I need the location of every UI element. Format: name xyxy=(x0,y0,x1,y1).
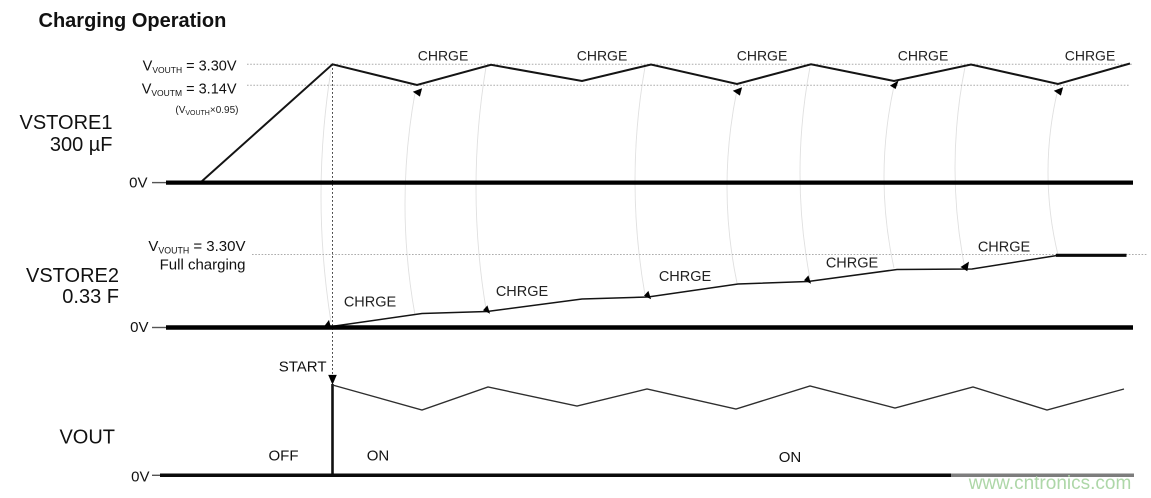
svg-text:CHRGE: CHRGE xyxy=(978,240,1031,256)
svg-text:VSTORE2: VSTORE2 xyxy=(26,265,119,287)
svg-text:0V: 0V xyxy=(129,175,147,192)
svg-text:VSTORE1: VSTORE1 xyxy=(20,112,113,134)
svg-text:CHRGE: CHRGE xyxy=(898,48,949,64)
svg-text:CHRGE: CHRGE xyxy=(577,48,628,64)
svg-text:ON: ON xyxy=(779,449,802,466)
svg-text:0V: 0V xyxy=(130,319,148,336)
svg-text:(VVOUTH×0.95): (VVOUTH×0.95) xyxy=(175,105,238,117)
svg-text:CHRGE: CHRGE xyxy=(826,256,879,272)
svg-text:CHRGE: CHRGE xyxy=(418,48,469,64)
svg-text:CHRGE: CHRGE xyxy=(344,295,397,311)
svg-text:CHRGE: CHRGE xyxy=(659,269,712,285)
svg-text:Full charging: Full charging xyxy=(160,257,246,274)
svg-text:ON: ON xyxy=(367,448,390,465)
svg-text:CHRGE: CHRGE xyxy=(496,284,549,300)
svg-text:START: START xyxy=(279,359,327,376)
svg-text:VVOUTM = 3.14V: VVOUTM = 3.14V xyxy=(142,82,237,99)
svg-text:0V: 0V xyxy=(131,469,149,486)
svg-text:0.33 F: 0.33 F xyxy=(62,286,119,308)
svg-text:VOUT: VOUT xyxy=(59,427,115,449)
svg-text:OFF: OFF xyxy=(269,448,299,465)
svg-text:www.cntronics.com: www.cntronics.com xyxy=(968,473,1132,494)
svg-text:CHRGE: CHRGE xyxy=(1065,48,1116,64)
svg-text:300 µF: 300 µF xyxy=(50,134,113,156)
svg-text:Charging Operation: Charging Operation xyxy=(39,10,227,32)
svg-text:CHRGE: CHRGE xyxy=(737,48,788,64)
